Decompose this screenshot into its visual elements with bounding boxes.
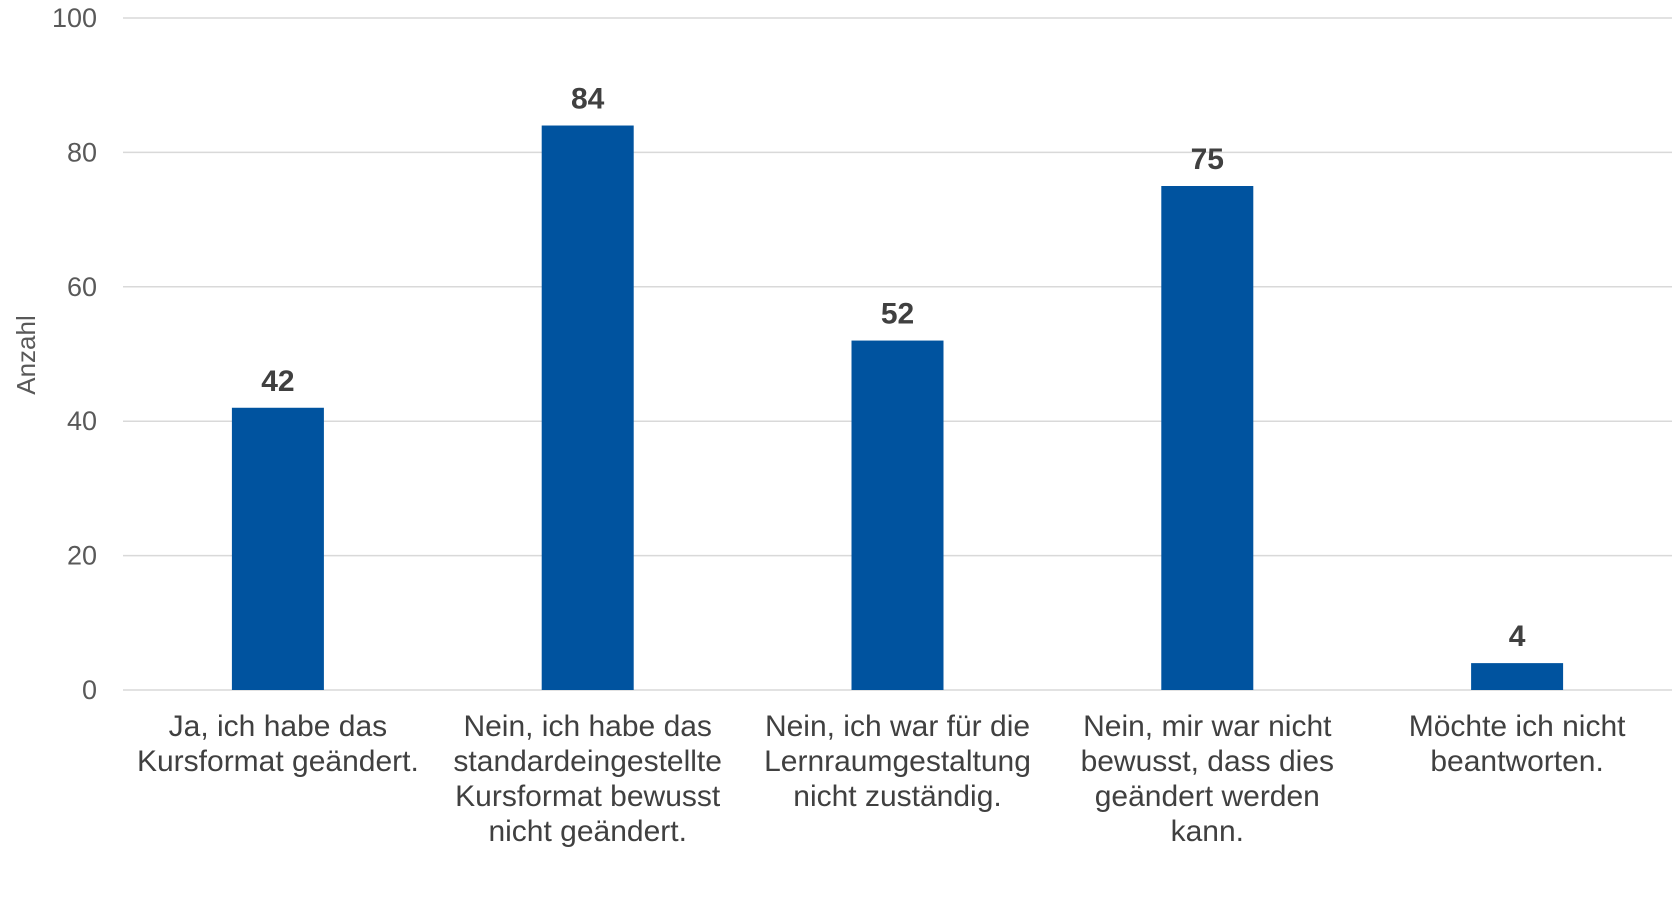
y-tick-label: 0 (82, 675, 97, 705)
data-label: 84 (571, 83, 605, 116)
category-label-line: Nein, mir war nicht (1083, 710, 1332, 743)
y-tick-label: 40 (67, 406, 97, 436)
category-label: Ja, ich habe das Kursformat geändert. (137, 710, 419, 778)
y-tick-label: 80 (67, 137, 97, 167)
category-label: Möchte ich nicht beantworten. (1409, 710, 1626, 778)
category-label-line: Kursformat geändert. (137, 745, 419, 778)
category-label-line: Kursformat bewusst (455, 780, 721, 813)
category-label-line: beantworten. (1430, 745, 1603, 778)
category-label-line: Ja, ich habe das (169, 710, 387, 743)
category-label-line: nicht zuständig. (793, 780, 1001, 813)
data-label: 4 (1509, 620, 1526, 653)
category-label-line: nicht geändert. (488, 815, 686, 848)
bar (231, 407, 324, 690)
category-label-line: kann. (1171, 815, 1244, 848)
category-label-line: Lernraumgestaltung (764, 745, 1031, 778)
y-axis-ticks: 0 20 40 60 80 100 (52, 3, 97, 705)
bar (541, 125, 634, 690)
bar (1161, 186, 1254, 690)
y-axis-title: Anzahl (11, 315, 41, 395)
bar (1471, 663, 1564, 690)
category-label-line: Möchte ich nicht (1409, 710, 1626, 743)
bar (851, 340, 944, 690)
category-label-line: standardeingestellte (453, 745, 722, 778)
data-label: 42 (261, 365, 294, 398)
category-label-line: Nein, ich war für die (765, 710, 1030, 743)
category-label: Nein, ich habe das standardeingestellte Ku… (453, 710, 722, 848)
data-labels: 42 84 52 75 4 (261, 83, 1526, 654)
data-label: 75 (1191, 143, 1224, 176)
category-label-line: geändert werden (1095, 780, 1320, 813)
category-label-line: bewusst, dass dies (1081, 745, 1334, 778)
y-tick-label: 20 (67, 541, 97, 571)
data-label: 52 (881, 298, 914, 331)
x-axis-categories: Ja, ich habe das Kursformat geändert. Nein… (137, 710, 1626, 848)
category-label-line: Nein, ich habe das (463, 710, 712, 743)
y-tick-label: 100 (52, 3, 97, 33)
y-tick-label: 60 (67, 272, 97, 302)
category-label: Nein, ich war für die Lernraumgestaltung n… (764, 710, 1031, 813)
category-label: Nein, mir war nicht bewusst, dass dies geä… (1081, 710, 1334, 848)
bars (231, 125, 1564, 690)
